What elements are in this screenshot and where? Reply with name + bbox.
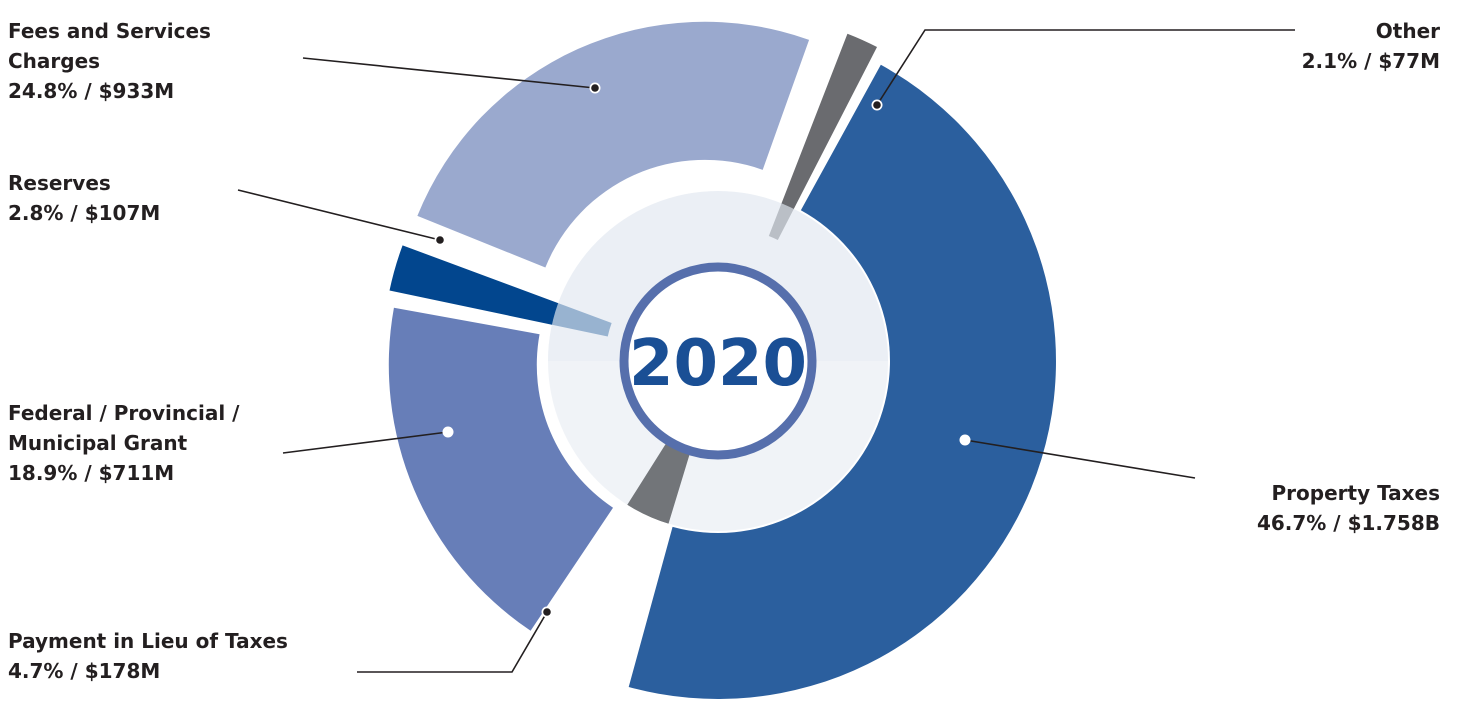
leader-line-2 (282, 431, 449, 454)
center-year-label: 2020 (629, 327, 807, 401)
leader-line-5 (876, 29, 1295, 106)
slice-2 (388, 307, 614, 631)
slice-label-name-3-0: Reserves (8, 171, 111, 195)
slice-label-value-0: 46.7% / $1.758B (1257, 511, 1440, 535)
leader-dot-0 (961, 436, 969, 444)
leader-dot-5 (873, 101, 881, 109)
slices-layer (388, 21, 1056, 699)
labels-layer: Property Taxes 46.7% / $1.758B Payment in … (8, 19, 1440, 683)
inner-ring-layer (548, 191, 888, 531)
slice-label-value-5: 2.1% / $77M (1302, 49, 1440, 73)
slice-label-name-1-0: Payment in Lieu of Taxes (8, 629, 288, 653)
leader-line-1 (357, 611, 548, 673)
leader-lines-layer (237, 29, 1295, 673)
slice-0 (628, 64, 1056, 699)
slice-label-value-2: 18.9% / $711M (8, 461, 174, 485)
leader-dot-1 (543, 608, 551, 616)
slice-label-name-5-0: Other (1376, 19, 1440, 43)
slice-label-value-1: 4.7% / $178M (8, 659, 160, 683)
leader-line-0 (964, 439, 1196, 479)
slice-4 (417, 21, 810, 268)
slice-label-name-4-1: Charges (8, 49, 100, 73)
leader-dot-4 (591, 84, 599, 92)
leader-line-4 (302, 57, 596, 89)
slice-label-name-2-1: Municipal Grant (8, 431, 188, 455)
slice-5 (768, 33, 878, 241)
slice-label-name-4-0: Fees and Services (8, 19, 211, 43)
slice-label-value-3: 2.8% / $107M (8, 201, 160, 225)
leader-dot-2 (444, 428, 452, 436)
slice-label-name-0-0: Property Taxes (1272, 481, 1441, 505)
slice-1 (627, 441, 691, 524)
leader-line-3 (237, 189, 441, 241)
leader-dot-3 (436, 236, 444, 244)
slice-label-value-4: 24.8% / $933M (8, 79, 174, 103)
center-disc (619, 262, 817, 460)
slice-label-name-2-0: Federal / Provincial / (8, 401, 240, 425)
